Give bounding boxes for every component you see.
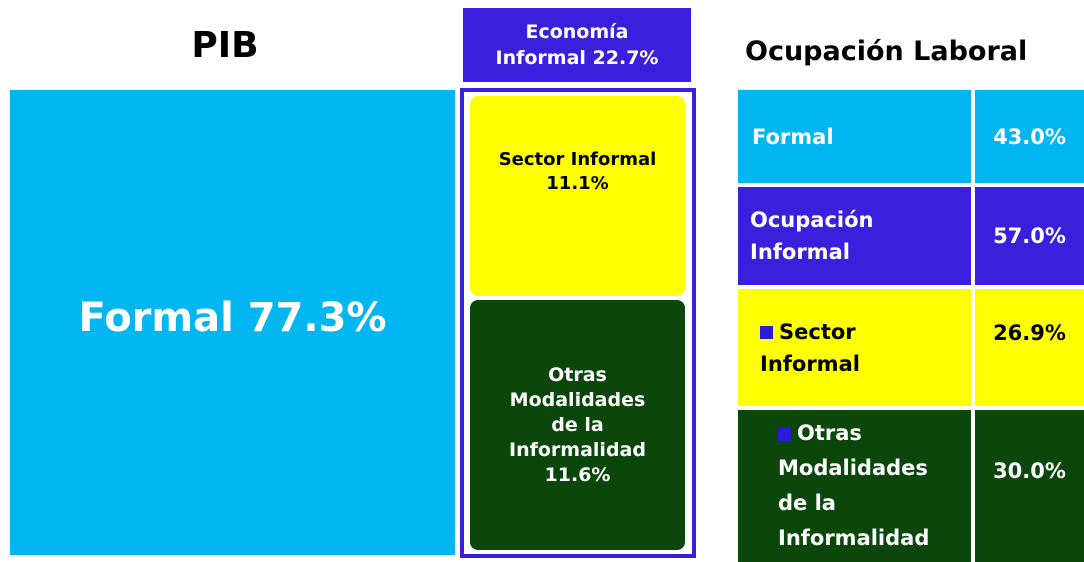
box-line: 11.1% (546, 173, 609, 194)
label-line: Modalidades (778, 456, 928, 480)
box-line: de la (551, 413, 604, 436)
row-value: 26.9% (975, 289, 1084, 406)
row-label: Otras Modalidades de la Informalidad (738, 410, 971, 562)
formal-label: Formal 77.3% (78, 294, 387, 341)
box-line: 11.6% (544, 463, 611, 486)
row-value: 57.0% (975, 187, 1084, 285)
box-line: Otras (548, 363, 607, 386)
pib-title: PIB (191, 24, 259, 66)
informal-frame (460, 88, 696, 558)
formal-box: Formal 77.3% (10, 90, 455, 555)
label-line: de la (778, 491, 836, 515)
row-label: Formal (738, 90, 971, 183)
sector-informal-box: Sector Informal 11.1% (470, 96, 685, 296)
value: 43.0% (993, 124, 1066, 149)
informal-header: Economía Informal 22.7% (463, 8, 691, 82)
ocupacion-title: Ocupación Laboral (745, 36, 1028, 67)
label-line: Ocupación (750, 208, 874, 232)
box-line: Informalidad (509, 438, 646, 461)
header-line: Informal 22.7% (495, 47, 659, 69)
bullet (778, 427, 791, 441)
label-line: Sector (779, 319, 856, 344)
value: 30.0% (993, 459, 1066, 483)
row-value: 43.0% (975, 90, 1084, 183)
row-label: Ocupación Informal (738, 187, 971, 285)
box-line: Sector Informal (498, 149, 657, 170)
box-line: Modalidades (509, 388, 646, 411)
label-line: Informal (760, 351, 860, 376)
value: 26.9% (993, 320, 1066, 345)
row-label: Sector Informal (738, 289, 971, 406)
header-line: Economía (525, 21, 629, 43)
row-value: 30.0% (975, 410, 1084, 562)
label-line: Informal (750, 240, 850, 264)
label-line: Otras (797, 421, 862, 445)
label-row: Sector (760, 316, 971, 348)
label-row: Otras (778, 416, 971, 451)
value: 57.0% (993, 224, 1066, 248)
bullet (760, 326, 773, 339)
otras-box: Otras Modalidades de la Informalidad 11.… (470, 300, 685, 550)
label-line: Formal (752, 124, 834, 149)
label-line: Informalidad (778, 526, 930, 550)
